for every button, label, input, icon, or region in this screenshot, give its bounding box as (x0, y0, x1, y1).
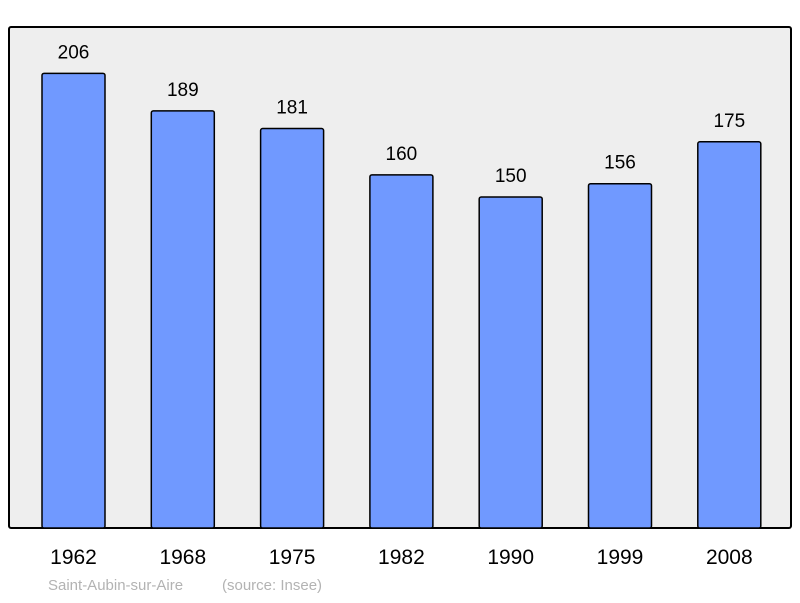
data-label-1968: 189 (167, 80, 199, 101)
data-label-2008: 175 (713, 111, 745, 132)
bar-1975 (259, 127, 325, 529)
footer-place: Saint-Aubin-sur-Aire (48, 577, 183, 594)
data-label-1975: 181 (276, 98, 308, 119)
x-tick-label-1990: 1990 (487, 546, 534, 569)
data-label-1962: 206 (58, 42, 90, 63)
bar-1962 (41, 72, 106, 529)
x-tick-label-1968: 1968 (159, 546, 206, 569)
data-label-1982: 160 (386, 144, 418, 165)
x-tick-label-1962: 1962 (50, 546, 97, 569)
bar-1982 (369, 174, 434, 529)
x-tick-label-1999: 1999 (597, 546, 644, 569)
bar-1990 (478, 196, 543, 529)
data-label-1999: 156 (604, 153, 636, 174)
x-tick-label-1975: 1975 (269, 546, 316, 569)
footer-source: (source: Insee) (222, 577, 322, 594)
bar-1968 (150, 110, 216, 529)
x-tick-label-1982: 1982 (378, 546, 425, 569)
bar-2008 (697, 141, 762, 529)
data-label-1990: 150 (495, 166, 527, 187)
bar-1999 (587, 182, 653, 529)
x-tick-label-2008: 2008 (706, 546, 753, 569)
